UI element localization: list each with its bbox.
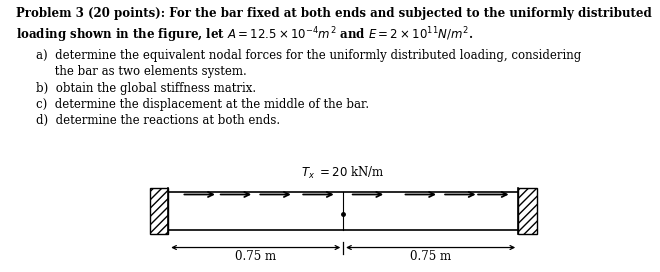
Text: b)  obtain the global stiffness matrix.: b) obtain the global stiffness matrix. [36, 82, 257, 95]
Text: c)  determine the displacement at the middle of the bar.: c) determine the displacement at the mid… [36, 98, 370, 111]
Text: the bar as two elements system.: the bar as two elements system. [36, 65, 247, 78]
Text: d)  determine the reactions at both ends.: d) determine the reactions at both ends. [36, 114, 280, 127]
Text: Problem 3 (20 points): For the bar fixed at both ends and subjected to the unifo: Problem 3 (20 points): For the bar fixed… [16, 7, 652, 20]
Text: 0.75 m: 0.75 m [410, 250, 451, 263]
Text: loading shown in the figure, let $A = 12.5 \times 10^{-4}m^2$ and $E = 2 \times : loading shown in the figure, let $A = 12… [16, 25, 474, 45]
Text: 0.75 m: 0.75 m [235, 250, 277, 263]
FancyBboxPatch shape [150, 188, 168, 234]
Text: a)  determine the equivalent nodal forces for the uniformly distributed loading,: a) determine the equivalent nodal forces… [36, 49, 581, 62]
Text: $T_x\ = 20$ kN/m: $T_x\ = 20$ kN/m [302, 165, 385, 181]
FancyBboxPatch shape [518, 188, 537, 234]
